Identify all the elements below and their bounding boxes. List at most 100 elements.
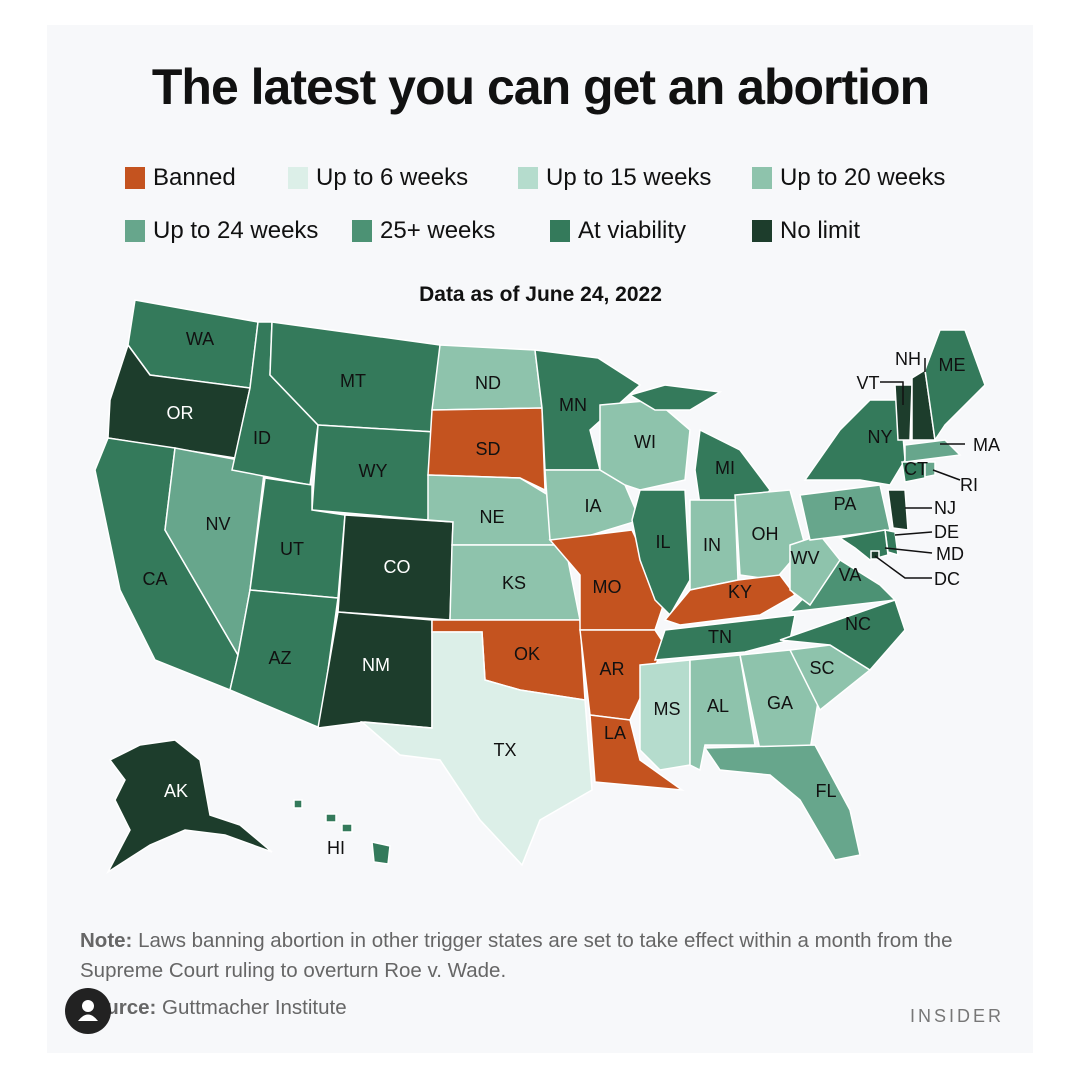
state-label-ia: IA (584, 496, 601, 516)
state-la (589, 714, 685, 792)
legend-swatch (752, 167, 772, 189)
state-ri (924, 461, 936, 478)
legend-label: At viability (578, 217, 687, 244)
state-label-dc: DC (934, 569, 960, 589)
state-label-de: DE (934, 522, 959, 542)
note-text: Laws banning abortion in other trigger s… (80, 929, 953, 982)
state-label-id: ID (253, 428, 271, 448)
state-ms (639, 659, 691, 771)
state-label-ar: AR (599, 659, 624, 679)
state-label-wv: WV (791, 548, 820, 568)
state-label-ne: NE (479, 507, 504, 527)
legend-item-w25: 25+ weeks (352, 217, 495, 245)
legend-item-viab: At viability (550, 217, 686, 245)
state-label-va: VA (839, 565, 862, 585)
state-label-nd: ND (475, 373, 501, 393)
legend-item-banned: Banned (125, 164, 236, 192)
state-ga (739, 649, 821, 751)
state-label-wy: WY (359, 461, 388, 481)
state-label-ca: CA (142, 569, 167, 589)
state-label-ct: CT (904, 459, 928, 479)
state-label-ut: UT (280, 539, 304, 559)
state-il (631, 489, 691, 617)
legend-item-w20: Up to 20 weeks (752, 164, 945, 192)
state-label-la: LA (604, 723, 626, 743)
state-ma (904, 439, 962, 463)
state-hi (293, 799, 391, 865)
legend-swatch (288, 167, 308, 189)
state-label-mn: MN (559, 395, 587, 415)
state-me (924, 329, 986, 443)
state-label-sc: SC (809, 658, 834, 678)
state-label-hi: HI (327, 838, 345, 858)
legend-swatch (550, 220, 570, 242)
source-text: Guttmacher Institute (156, 996, 347, 1019)
state-mn (534, 349, 642, 471)
legend-swatch (125, 220, 145, 242)
state-label-pa: PA (834, 494, 857, 514)
leader-line-de (894, 531, 933, 536)
state-label-ms: MS (654, 699, 681, 719)
state-ct (901, 461, 926, 483)
legend-item-w15: Up to 15 weeks (518, 164, 711, 192)
state-label-sd: SD (475, 439, 500, 459)
legend-label: No limit (780, 217, 861, 244)
state-label-al: AL (707, 696, 729, 716)
state-nj (887, 489, 909, 531)
state-vt (894, 384, 913, 441)
state-ak (106, 739, 273, 875)
state-label-me: ME (939, 355, 966, 375)
legend-swatch (125, 167, 145, 189)
leader-line-ri (932, 469, 961, 481)
source: Source: Guttmacher Institute (80, 996, 347, 1020)
state-label-il: IL (655, 532, 670, 552)
state-label-or: OR (167, 403, 194, 423)
state-az (229, 589, 339, 730)
state-label-ma: MA (973, 435, 1000, 455)
state-pa (799, 484, 891, 541)
subtitle: Data as of June 24, 2022 (419, 283, 662, 306)
legend-item-w24: Up to 24 weeks (125, 217, 318, 245)
state-label-az: AZ (268, 648, 291, 668)
leader-line-vt (880, 381, 904, 405)
legend-label: Up to 15 weeks (546, 164, 712, 191)
legend-label: Up to 20 weeks (780, 164, 946, 191)
legend-swatch (352, 220, 372, 242)
legend-item-w6: Up to 6 weeks (288, 164, 468, 192)
note: Note: Laws banning abortion in other tri… (80, 926, 980, 986)
note-label: Note: (80, 929, 133, 952)
legend-label: Banned (153, 164, 236, 191)
state-label-tx: TX (493, 740, 516, 760)
state-sd (427, 407, 546, 492)
state-tx (359, 631, 593, 867)
page-title: The latest you can get an abortion (151, 59, 930, 115)
state-label-tn: TN (708, 627, 732, 647)
state-label-mo: MO (593, 577, 622, 597)
state-label-ks: KS (502, 573, 526, 593)
state-label-ky: KY (728, 582, 752, 602)
state-label-nv: NV (205, 514, 230, 534)
state-label-fl: FL (815, 781, 836, 801)
state-label-nc: NC (845, 614, 871, 634)
legend-label: Up to 24 weeks (153, 217, 319, 244)
state-label-mt: MT (340, 371, 366, 391)
state-label-ny: NY (867, 427, 892, 447)
state-label-co: CO (384, 557, 411, 577)
legend-label: Up to 6 weeks (316, 164, 469, 191)
legend-swatch (518, 167, 538, 189)
state-label-ak: AK (164, 781, 188, 801)
leader-line-md (884, 547, 933, 554)
state-label-mi: MI (715, 458, 735, 478)
state-label-vt: VT (856, 373, 879, 393)
user-avatar-icon[interactable] (65, 988, 111, 1034)
state-label-md: MD (936, 544, 964, 564)
legend-item-none: No limit (752, 217, 860, 245)
state-nc (779, 599, 906, 671)
legend-swatch (752, 220, 772, 242)
legend-label: 25+ weeks (380, 217, 496, 244)
state-label-in: IN (703, 535, 721, 555)
leader-line-dc (874, 555, 932, 579)
state-ky (663, 574, 797, 626)
insider-logo: INSIDER (910, 1006, 1005, 1026)
